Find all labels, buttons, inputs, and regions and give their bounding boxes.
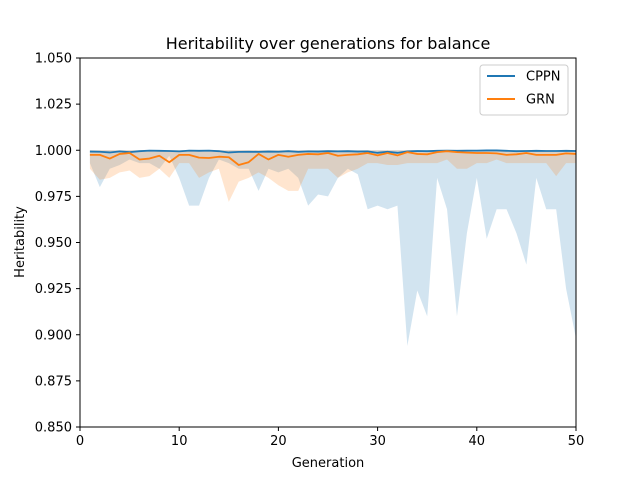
- y-tick-label: 0.925: [35, 282, 72, 297]
- grn-line: [89, 150, 577, 166]
- x-tick-label: 20: [270, 434, 287, 449]
- x-tick-label: 0: [76, 434, 84, 449]
- y-tick-label: 0.975: [35, 190, 72, 205]
- series-lines: [89, 149, 577, 166]
- x-axis-label: Generation: [292, 456, 365, 471]
- y-axis-label: Heritability: [13, 206, 28, 278]
- y-tick-label: 0.900: [35, 328, 72, 343]
- y-tick-label: 1.050: [35, 52, 72, 67]
- legend-label-cppn: CPPN: [526, 70, 560, 85]
- x-tick-label: 50: [568, 434, 585, 449]
- confidence-bands: [89, 150, 577, 346]
- cppn-line: [89, 149, 577, 154]
- x-tick-label: 10: [171, 434, 188, 449]
- y-tick-label: 0.950: [35, 236, 72, 251]
- x-tick-label: 40: [469, 434, 486, 449]
- y-tick-label: 0.875: [35, 374, 72, 389]
- y-tick-label: 1.025: [35, 98, 72, 113]
- y-tick-label: 1.000: [35, 144, 72, 159]
- legend-label-grn: GRN: [526, 93, 555, 108]
- y-axis-ticks: 0.850 0.875 0.900 0.925 0.950 0.975 1.000 1.025…: [35, 52, 80, 436]
- cppn-band: [89, 150, 577, 346]
- x-axis-ticks: 0 10 20 30 40 50: [76, 427, 584, 449]
- chart-title: Heritability over generations for balanc…: [166, 34, 491, 53]
- legend-box: [479, 64, 569, 116]
- y-tick-label: 0.850: [35, 421, 72, 436]
- grn-band: [89, 150, 577, 202]
- x-tick-label: 30: [369, 434, 386, 449]
- legend: CPPN GRN: [479, 64, 569, 116]
